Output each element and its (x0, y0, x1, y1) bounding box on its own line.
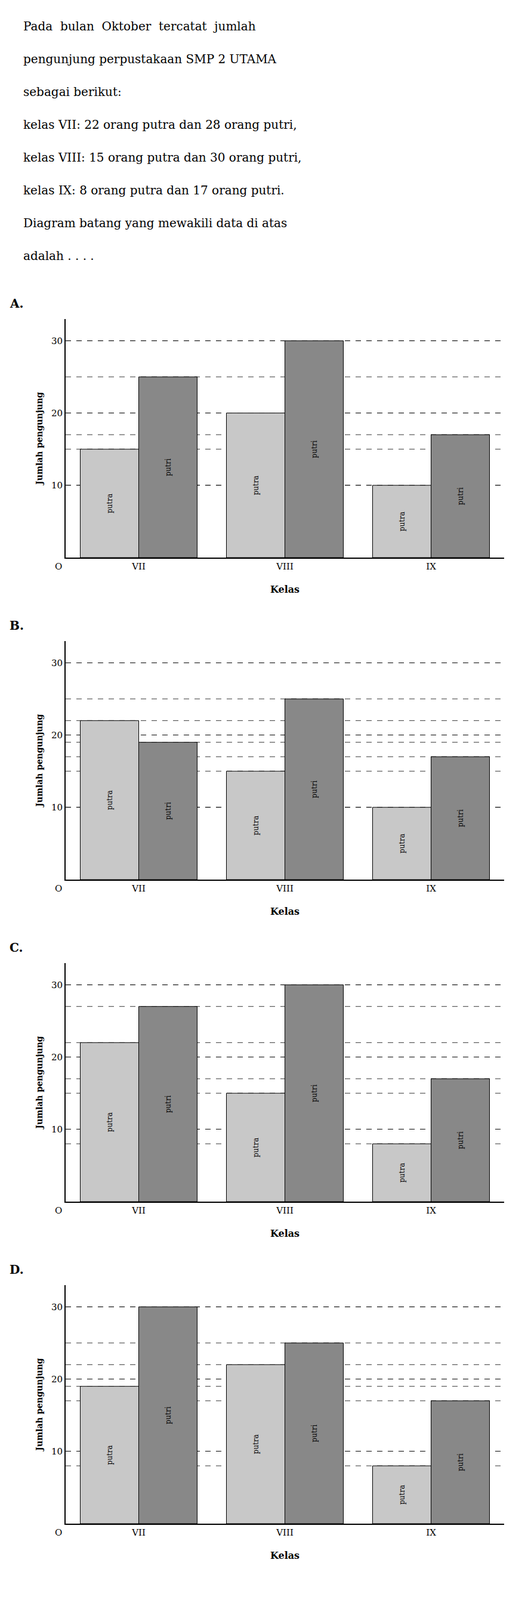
svg-text:Diagram batang yang mewakili d: Diagram batang yang mewakili data di ata… (23, 215, 287, 231)
svg-text:IX: IX (425, 561, 437, 573)
svg-text:sebagai berikut:: sebagai berikut: (23, 84, 122, 100)
svg-text:Jumlah pengunjung: Jumlah pengunjung (34, 1358, 45, 1453)
svg-text:10: 10 (51, 1124, 63, 1136)
svg-text:putra: putra (105, 493, 114, 514)
svg-text:20: 20 (51, 1374, 63, 1386)
svg-text:Kelas: Kelas (270, 584, 300, 596)
svg-text:D.: D. (9, 1263, 24, 1278)
svg-text:pengunjung perpustakaan SMP 2: pengunjung perpustakaan SMP 2 UTAMA (23, 51, 277, 67)
svg-text:IX: IX (425, 1527, 437, 1539)
svg-text:IX: IX (425, 1205, 437, 1217)
svg-text:VII: VII (131, 561, 146, 573)
svg-text:Kelas: Kelas (270, 1228, 300, 1240)
svg-text:putra: putra (251, 816, 261, 836)
svg-text:putra: putra (251, 1434, 261, 1455)
svg-text:O: O (54, 1527, 63, 1539)
svg-text:putra: putra (397, 511, 407, 532)
svg-text:O: O (54, 883, 63, 895)
svg-text:20: 20 (51, 730, 63, 741)
svg-text:putra: putra (105, 1112, 114, 1133)
svg-text:putri: putri (164, 1406, 173, 1425)
svg-text:O: O (54, 561, 63, 573)
svg-text:20: 20 (51, 408, 63, 419)
svg-text:10: 10 (51, 802, 63, 814)
svg-text:putri: putri (310, 440, 319, 459)
svg-text:putri: putri (310, 780, 319, 799)
svg-text:C.: C. (9, 940, 24, 956)
svg-text:IX: IX (425, 883, 437, 895)
svg-text:kelas VIII: 15 orang putra dan: kelas VIII: 15 orang putra dan 30 orang … (23, 150, 302, 165)
svg-text:putri: putri (164, 1095, 173, 1114)
svg-text:Pada bulan Oktober tercatat: Pada bulan Oktober tercatat jumlah (23, 19, 256, 34)
svg-text:Jumlah pengunjung: Jumlah pengunjung (34, 391, 45, 487)
svg-text:putri: putri (310, 1425, 319, 1444)
svg-text:10: 10 (51, 480, 63, 492)
svg-text:putra: putra (105, 790, 114, 811)
svg-text:30: 30 (51, 658, 63, 669)
svg-text:putra: putra (397, 1485, 407, 1506)
svg-text:20: 20 (51, 1052, 63, 1064)
svg-text:putri: putri (456, 1131, 465, 1150)
svg-text:adalah . . . .: adalah . . . . (23, 248, 95, 264)
svg-text:VII: VII (131, 883, 146, 895)
svg-text:putra: putra (397, 834, 407, 854)
svg-text:VII: VII (131, 1527, 146, 1539)
svg-text:putri: putri (164, 802, 173, 821)
svg-text:Kelas: Kelas (270, 1550, 300, 1562)
svg-text:putri: putri (456, 487, 465, 506)
svg-text:Kelas: Kelas (270, 906, 300, 918)
svg-text:VIII: VIII (275, 561, 294, 573)
svg-text:VIII: VIII (275, 1205, 294, 1217)
svg-text:B.: B. (9, 618, 24, 634)
svg-text:VIII: VIII (275, 1527, 294, 1539)
svg-text:putra: putra (397, 1163, 407, 1184)
svg-text:30: 30 (51, 980, 63, 991)
svg-text:putri: putri (164, 458, 173, 477)
svg-text:VII: VII (131, 1205, 146, 1217)
svg-text:kelas VII: 22 orang putra dan: kelas VII: 22 orang putra dan 28 orang p… (23, 117, 298, 132)
svg-text:putri: putri (456, 809, 465, 828)
svg-text:30: 30 (51, 1302, 63, 1314)
svg-text:30: 30 (51, 335, 63, 347)
svg-text:10: 10 (51, 1446, 63, 1458)
svg-text:A.: A. (9, 296, 24, 311)
svg-text:putra: putra (251, 1138, 261, 1159)
svg-text:putra: putra (251, 475, 261, 496)
svg-text:putri: putri (310, 1084, 319, 1103)
svg-text:Jumlah pengunjung: Jumlah pengunjung (34, 714, 45, 809)
svg-text:kelas IX: 8 orang putra dan 17: kelas IX: 8 orang putra dan 17 orang put… (23, 183, 285, 198)
svg-text:O: O (54, 1205, 63, 1217)
svg-text:putra: putra (105, 1445, 114, 1466)
svg-text:putri: putri (456, 1453, 465, 1472)
svg-text:VIII: VIII (275, 883, 294, 895)
svg-text:Jumlah pengunjung: Jumlah pengunjung (34, 1036, 45, 1131)
